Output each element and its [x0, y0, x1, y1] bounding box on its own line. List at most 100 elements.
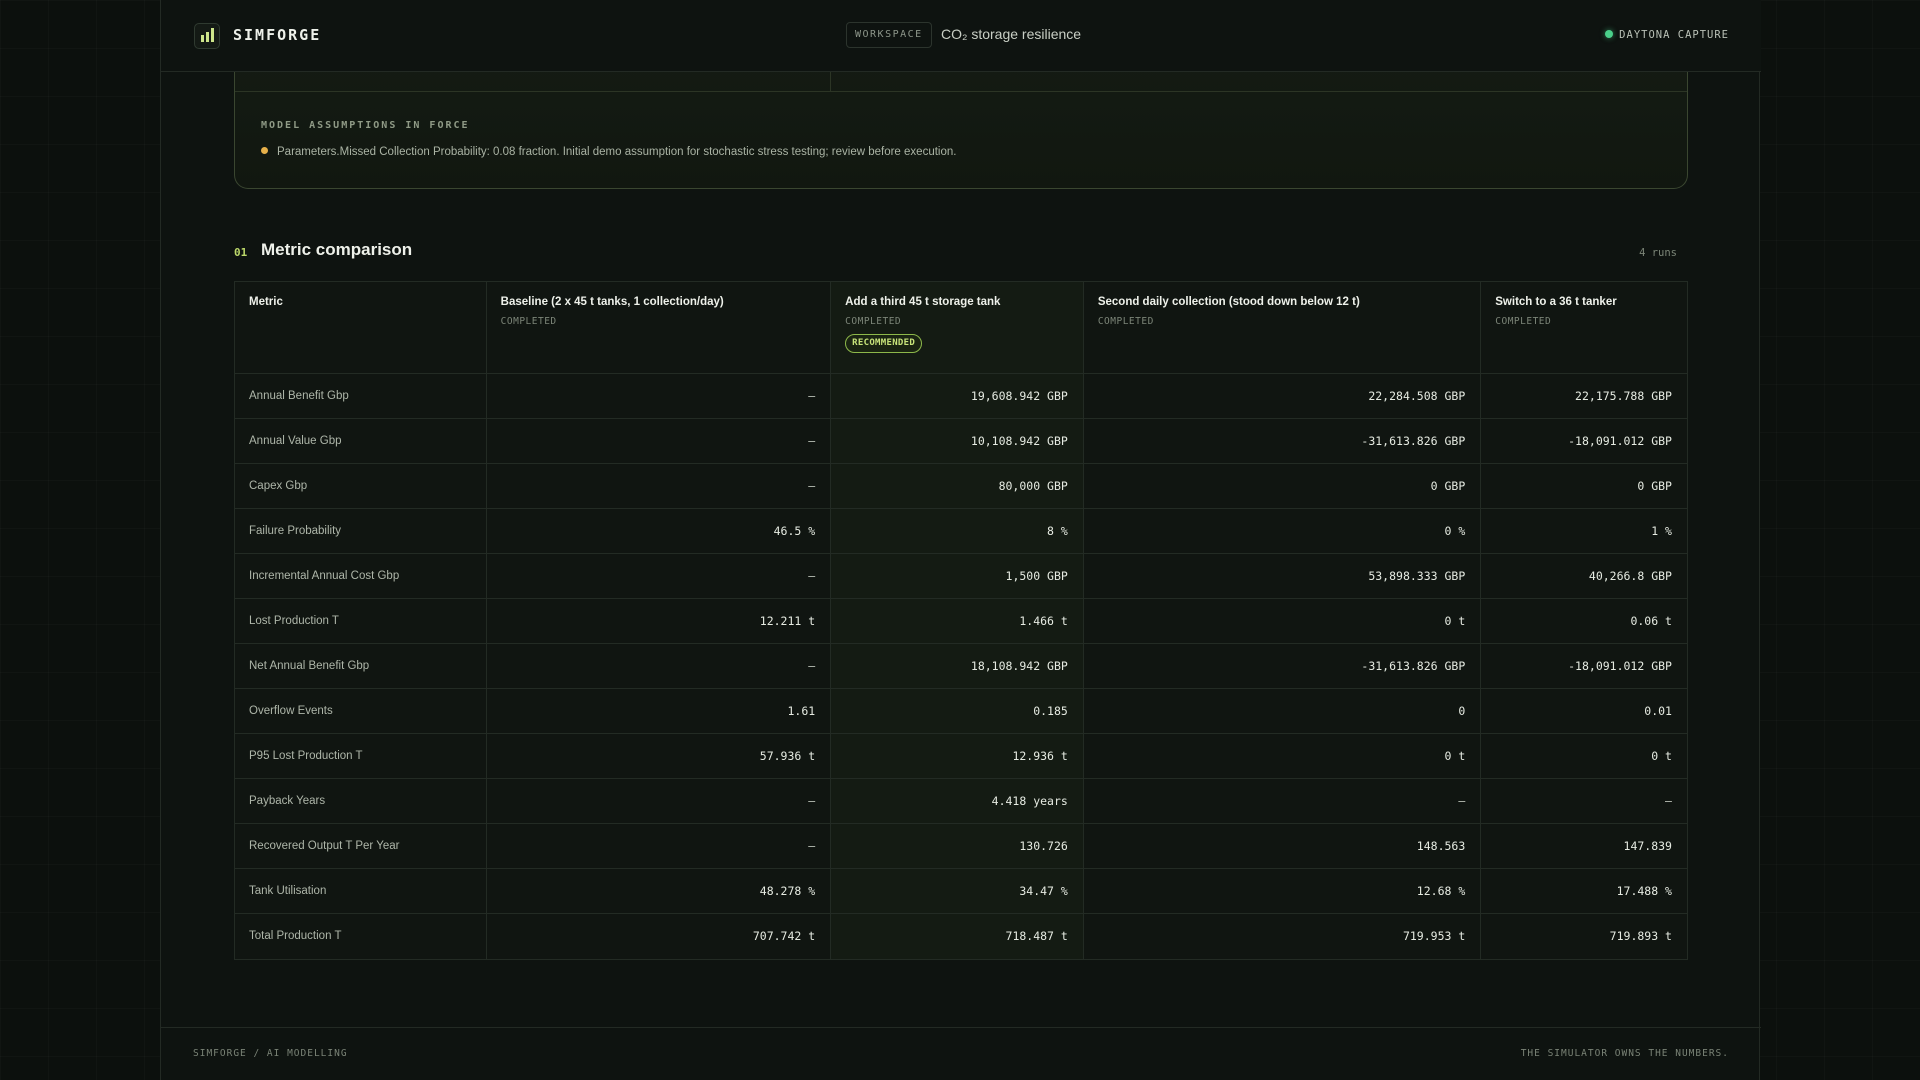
- metric-value-cell: 46.5 %: [487, 509, 832, 553]
- table-row: Recovered Output T Per Year —130.726 148.5…: [235, 824, 1687, 869]
- panel-divider: [235, 60, 1687, 92]
- scenario-header-36t-tanker: Switch to a 36 t tanker COMPLETED: [1481, 282, 1687, 373]
- metric-label: Lost Production T: [235, 599, 487, 643]
- metric-value-cell: 718.487 t: [831, 914, 1084, 959]
- metric-value-cell: 719.893 t: [1609, 929, 1672, 943]
- metric-value-cell: -18,091.012 GBP: [1568, 659, 1672, 673]
- metric-label: Recovered Output T Per Year: [235, 824, 487, 868]
- warning-dot-icon: [261, 147, 268, 154]
- metric-value-cell: 1.466 t: [831, 599, 1084, 643]
- metric-value-cell: 40,266.8 GBP: [1588, 569, 1672, 583]
- metric-value-cell: 22,284.508 GBP: [1084, 374, 1482, 418]
- metric-header-label: Metric: [249, 296, 283, 308]
- metric-value-cell: 1,500 GBP: [831, 554, 1084, 598]
- footer-breadcrumb: SIMFORGE / AI MODELLING: [193, 1048, 348, 1059]
- metric-value-cell: 4.418 years: [831, 779, 1084, 823]
- bar-chart-logo-icon[interactable]: [194, 23, 220, 49]
- workspace-title: CO₂ storage resilience: [941, 26, 1082, 42]
- top-header: SIMFORGE WORKSPACE CO₂ storage resilienc…: [161, 0, 1761, 72]
- metric-value-cell: —: [1084, 779, 1482, 823]
- status-dot-icon: [1605, 30, 1614, 38]
- metric-label: Failure Probability: [235, 509, 487, 553]
- table-row: Failure Probability 46.5 % 8 % 0 % 1 %: [235, 509, 1687, 554]
- assumption-text: Parameters.Missed Collection Probability…: [277, 146, 957, 158]
- metric-label: Annual Value Gbp: [235, 419, 487, 463]
- run-count: 4 runs: [1639, 247, 1677, 259]
- metric-value-cell: —: [487, 464, 832, 508]
- metric-value-cell: -18,091.012 GBP: [1568, 434, 1672, 448]
- scenario-status: COMPLETED: [1495, 316, 1552, 327]
- metric-value-cell: 48.278 %: [487, 869, 832, 913]
- metric-label: Tank Utilisation: [235, 869, 487, 913]
- page-footer: SIMFORGE / AI MODELLING THE SIMULATOR OW…: [161, 1027, 1761, 1080]
- metric-value-cell: 8 %: [831, 509, 1084, 553]
- metric-value-cell: —: [487, 779, 832, 823]
- metric-label: Net Annual Benefit Gbp: [235, 644, 487, 688]
- metric-value-cell: —: [487, 374, 832, 418]
- metric-label: Capex Gbp: [235, 464, 487, 508]
- table-row: Incremental Annual Cost Gbp —1,500 GBP 53,…: [235, 554, 1687, 599]
- recommended-badge: RECOMMENDED: [845, 334, 923, 353]
- metric-label: Payback Years: [235, 779, 487, 823]
- metric-value-cell: 0.06 t: [1630, 614, 1672, 628]
- capture-label: DAYTONA CAPTURE: [1619, 29, 1729, 41]
- metric-label: Overflow Events: [235, 689, 487, 733]
- scenario-status: COMPLETED: [500, 316, 557, 327]
- metric-value-cell: 0 GBP: [1637, 479, 1672, 493]
- metric-value-cell: 17.488 %: [1616, 884, 1672, 898]
- table-row: Capex Gbp —80,000 GBP 0 GBP 0 GBP: [235, 464, 1687, 509]
- metric-value-cell: 12.936 t: [831, 734, 1084, 778]
- metric-value-cell: 0 t: [1084, 599, 1482, 643]
- metric-value-cell: 0.01: [1644, 704, 1672, 718]
- metric-value-cell: 1.61: [487, 689, 832, 733]
- table-header-row: Metric Baseline (2 x 45 t tanks, 1 colle…: [235, 282, 1687, 374]
- scenario-name: Baseline (2 x 45 t tanks, 1 collection/d…: [500, 296, 724, 308]
- metric-value-cell: 707.742 t: [487, 914, 832, 959]
- metric-value-cell: 0 %: [1084, 509, 1482, 553]
- metric-value-cell: —: [487, 644, 832, 688]
- metric-value-cell: 12.68 %: [1084, 869, 1482, 913]
- scenario-status: COMPLETED: [845, 316, 902, 327]
- metric-value-cell: 34.47 %: [831, 869, 1084, 913]
- footer-tagline: THE SIMULATOR OWNS THE NUMBERS.: [1520, 1048, 1729, 1059]
- table-row: Total Production T 707.742 t 718.487 t 719.…: [235, 914, 1687, 959]
- section-number: 01: [234, 246, 248, 259]
- metric-comparison-table: Metric Baseline (2 x 45 t tanks, 1 colle…: [234, 281, 1688, 960]
- scenario-header-baseline: Baseline (2 x 45 t tanks, 1 collection/d…: [487, 282, 832, 373]
- metric-value-cell: 57.936 t: [487, 734, 832, 778]
- metric-value-cell: 53,898.333 GBP: [1084, 554, 1482, 598]
- metric-value-cell: 80,000 GBP: [831, 464, 1084, 508]
- table-row: Net Annual Benefit Gbp —18,108.942 GBP -31…: [235, 644, 1687, 689]
- scenario-status: COMPLETED: [1097, 316, 1154, 327]
- assumptions-panel: MODEL ASSUMPTIONS IN FORCE Parameters.Mi…: [234, 60, 1688, 189]
- metric-value-cell: —: [487, 554, 832, 598]
- metric-column-header: Metric: [235, 282, 487, 373]
- scenario-header-third-tank: Add a third 45 t storage tank COMPLETED …: [831, 282, 1084, 373]
- metric-value-cell: —: [1665, 794, 1672, 808]
- table-row: Payback Years —4.418 years — —: [235, 779, 1687, 824]
- metric-value-cell: —: [487, 824, 832, 868]
- metric-value-cell: 0 GBP: [1084, 464, 1482, 508]
- scenario-name: Second daily collection (stood down belo…: [1097, 296, 1360, 308]
- metric-value-cell: 0 t: [1084, 734, 1482, 778]
- scenario-name: Switch to a 36 t tanker: [1495, 296, 1617, 308]
- assumption-item: Parameters.Missed Collection Probability…: [261, 146, 956, 158]
- scenario-header-second-collection: Second daily collection (stood down belo…: [1084, 282, 1482, 373]
- brand-name[interactable]: SIMFORGE: [233, 26, 322, 44]
- metric-value-cell: 0: [1084, 689, 1482, 733]
- metric-value-cell: -31,613.826 GBP: [1084, 644, 1482, 688]
- metric-value-cell: 130.726: [831, 824, 1084, 868]
- metric-label: Total Production T: [235, 914, 487, 959]
- scenario-name: Add a third 45 t storage tank: [845, 296, 1001, 308]
- table-row: Overflow Events 1.61 0.185 0 0.01: [235, 689, 1687, 734]
- metric-value-cell: 0 t: [1651, 749, 1672, 763]
- metric-label: Annual Benefit Gbp: [235, 374, 487, 418]
- metric-value-cell: 10,108.942 GBP: [831, 419, 1084, 463]
- metric-value-cell: 12.211 t: [487, 599, 832, 643]
- metric-value-cell: —: [487, 419, 832, 463]
- table-row: Tank Utilisation 48.278 % 34.47 % 12.68 % 17…: [235, 869, 1687, 914]
- capture-status: DAYTONA CAPTURE: [1605, 29, 1729, 41]
- metric-value-cell: 22,175.788 GBP: [1575, 389, 1672, 403]
